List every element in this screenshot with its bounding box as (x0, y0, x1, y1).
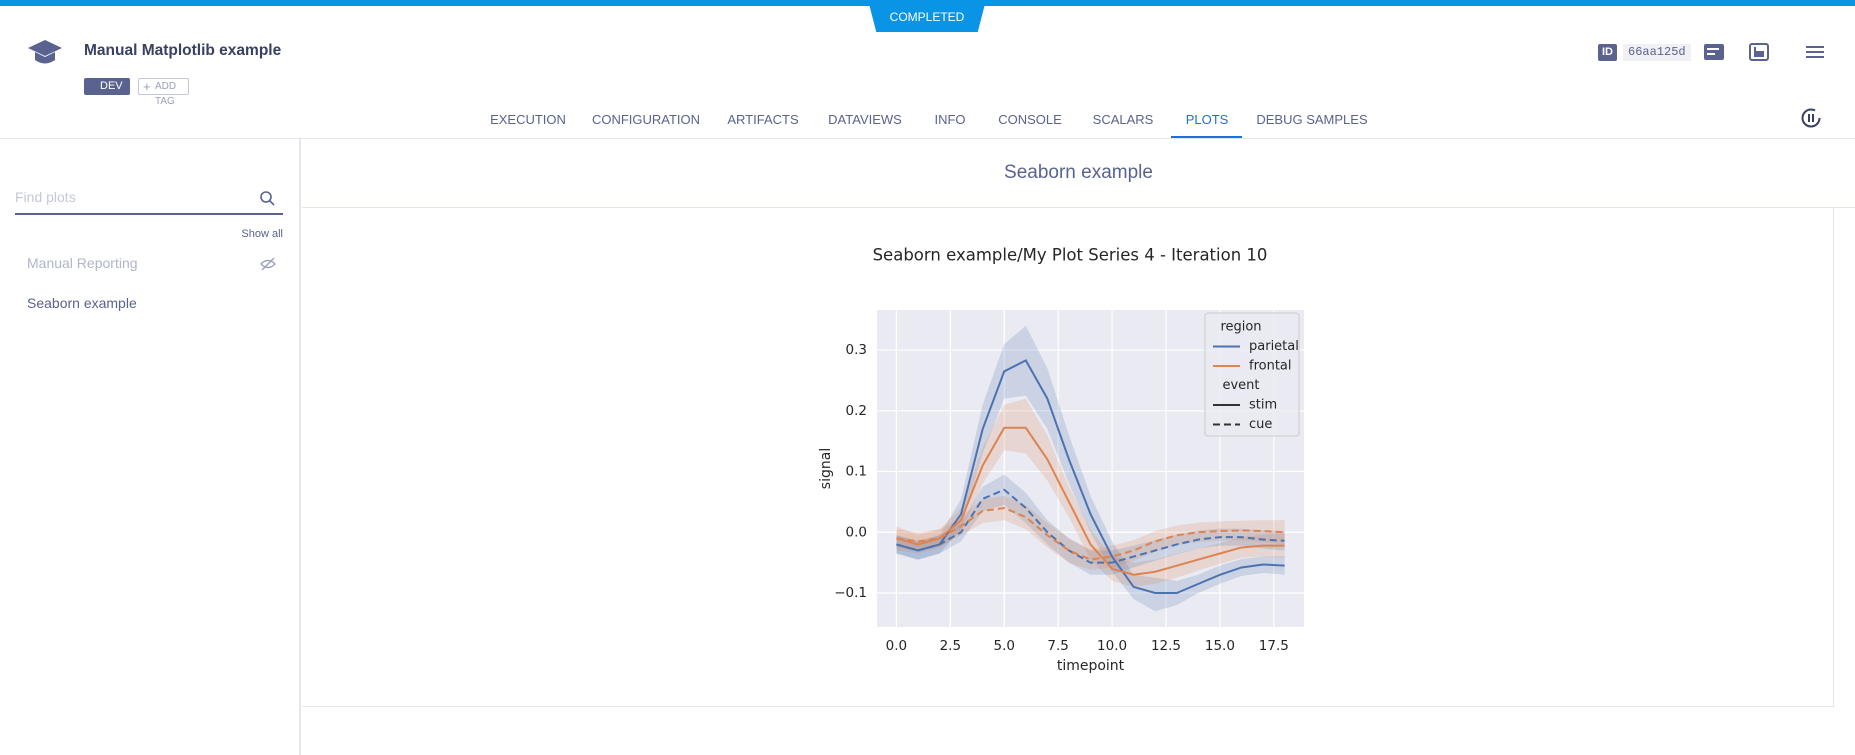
legend-label: frontal (1249, 359, 1292, 374)
layout-icon[interactable] (1748, 42, 1770, 62)
x-tick-label: 2.5 (940, 638, 961, 654)
experiment-title: Manual Matplotlib example (84, 42, 282, 59)
active-tab-indicator (1171, 136, 1242, 138)
tab[interactable]: DEBUG SAMPLES (1256, 112, 1368, 127)
search-placeholder: Find plots (15, 189, 76, 205)
legend-title: event (1222, 378, 1259, 393)
tab[interactable]: EXECUTION (490, 112, 566, 127)
x-tick-label: 5.0 (993, 638, 1014, 654)
tab[interactable]: DATAVIEWS (828, 112, 902, 127)
series-line (896, 359, 1285, 594)
hidden-icon[interactable] (260, 256, 276, 272)
sidebar (0, 139, 301, 755)
plot-list-item[interactable]: Manual Reporting (27, 255, 138, 271)
legend-label: cue (1249, 417, 1272, 432)
divider (302, 207, 1855, 208)
menu-icon[interactable] (1804, 42, 1826, 62)
status-badge: COMPLETED (868, 0, 986, 32)
logo (28, 40, 62, 64)
tab[interactable]: ARTIFACTS (727, 112, 799, 127)
x-tick-label: 17.5 (1259, 638, 1289, 654)
series-line (896, 506, 1285, 561)
tab[interactable]: INFO (934, 112, 966, 127)
chart-title: Seaborn example/My Plot Series 4 - Itera… (873, 246, 1268, 265)
y-tick-label: 0.1 (846, 464, 867, 480)
tab[interactable]: PLOTS (1185, 112, 1229, 127)
legend-label: stim (1249, 398, 1277, 413)
y-tick-label: 0.0 (846, 524, 867, 540)
search-input[interactable]: Find plots (15, 189, 283, 215)
id-value[interactable]: 66aa125d (1623, 44, 1691, 61)
add-tag-label[interactable]: ADD TAG (138, 78, 190, 107)
chart: Seaborn example/My Plot Series 4 - Itera… (818, 246, 1304, 674)
y-tick-label: 0.3 (846, 342, 867, 358)
legend-title: region (1220, 320, 1261, 335)
y-tick-label: 0.2 (846, 403, 867, 419)
tag[interactable]: DEV (84, 78, 130, 95)
x-tick-label: 12.5 (1151, 638, 1181, 654)
tab[interactable]: CONFIGURATION (591, 112, 701, 127)
plot-list-item[interactable]: Seaborn example (27, 295, 137, 311)
confidence-band (896, 495, 1285, 570)
confidence-band (896, 325, 1285, 612)
plus-icon: + (143, 79, 151, 94)
x-tick-label: 0.0 (886, 638, 907, 654)
x-tick-label: 10.0 (1097, 638, 1127, 654)
show-all[interactable]: Show all (241, 228, 283, 240)
details-icon[interactable] (1703, 42, 1725, 62)
tab[interactable]: CONSOLE (998, 112, 1062, 127)
x-tick-label: 7.5 (1047, 638, 1068, 654)
tab[interactable]: SCALARS (1092, 112, 1154, 127)
series-line (896, 426, 1285, 576)
y-tick-label: −0.1 (834, 585, 867, 601)
legend: region parietal frontal event stim cue (1204, 312, 1300, 437)
divider (0, 138, 1855, 139)
y-axis-label: signal (818, 448, 834, 489)
section-title: Seaborn example (1004, 162, 1153, 183)
refresh-icon[interactable] (1799, 106, 1823, 130)
x-tick-label: 15.0 (1205, 638, 1235, 654)
search-icon (260, 191, 275, 206)
plot-panel (302, 208, 1834, 707)
id-badge: ID (1598, 44, 1617, 61)
series-line (896, 488, 1285, 564)
confidence-band (896, 474, 1285, 575)
x-axis-label: timepoint (1057, 658, 1125, 674)
legend-label: parietal (1249, 339, 1299, 354)
